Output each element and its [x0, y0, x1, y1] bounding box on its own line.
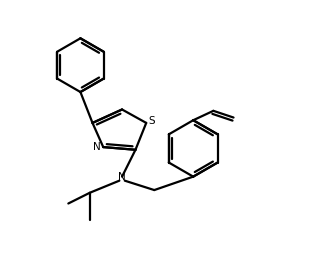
Text: N: N	[118, 172, 126, 182]
Text: S: S	[149, 116, 156, 126]
Text: N: N	[93, 142, 100, 152]
